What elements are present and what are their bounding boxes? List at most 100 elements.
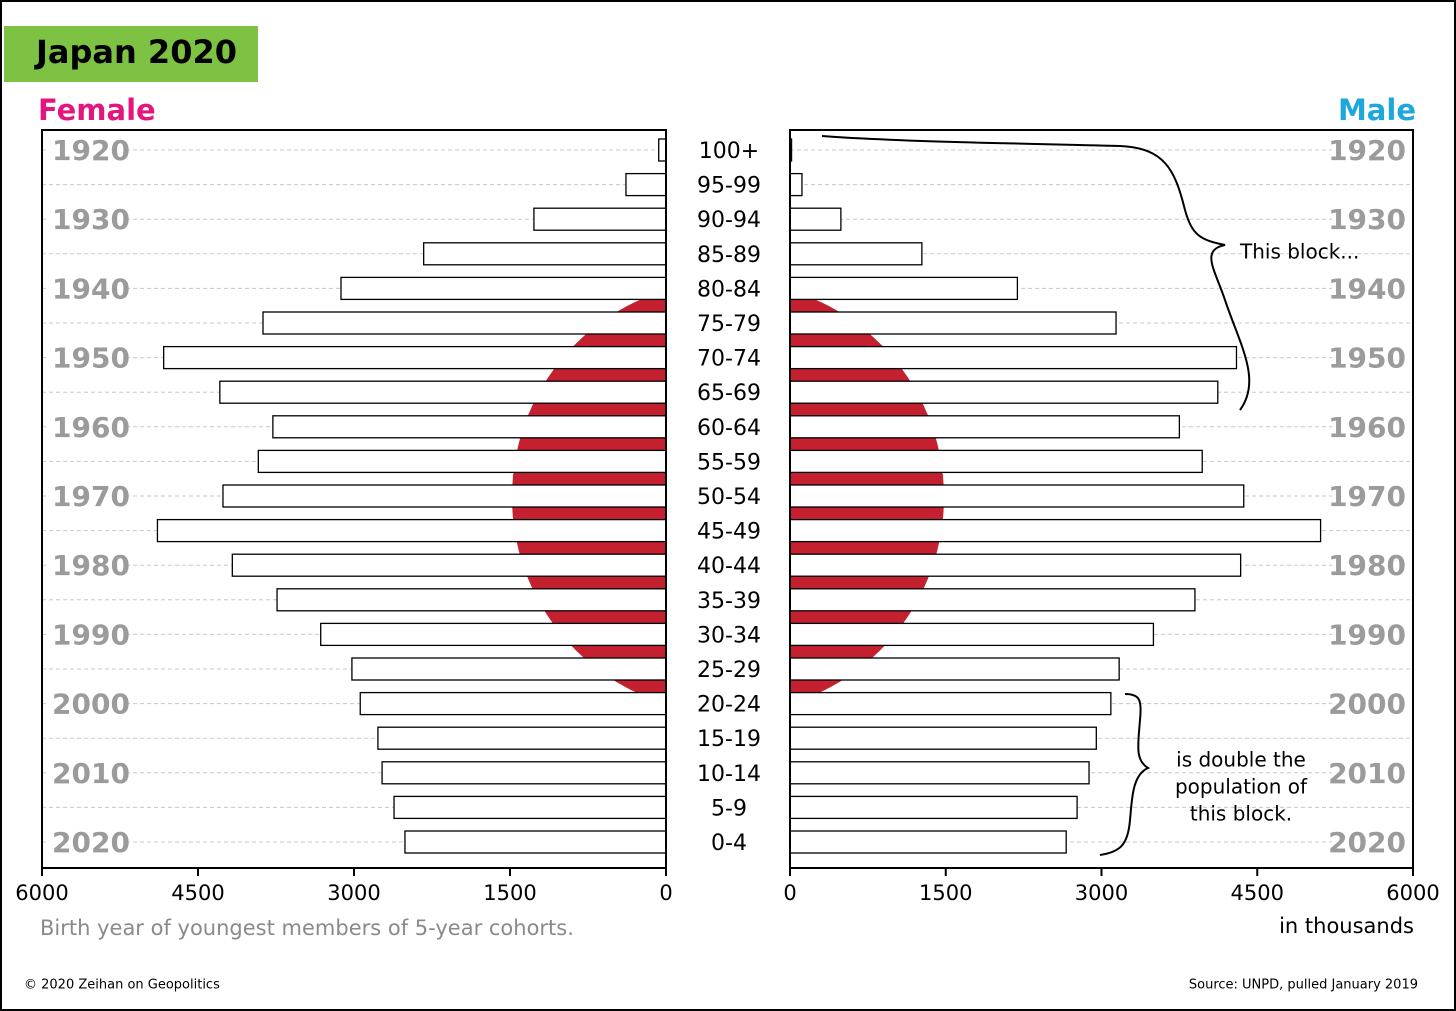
- male-bar: [789, 657, 1120, 681]
- year-label: 1930: [1328, 203, 1406, 236]
- age-label: 80-84: [697, 277, 761, 302]
- year-bg: [48, 272, 126, 305]
- year-label: 1990: [52, 618, 130, 651]
- year-label: 2000: [1328, 688, 1406, 721]
- age-label: 30-34: [697, 623, 761, 648]
- male-bar: [789, 726, 1097, 750]
- female-bar: [340, 276, 667, 301]
- female-bar: [276, 588, 667, 612]
- male-bar: [789, 518, 1322, 543]
- male-label: Male: [1338, 93, 1416, 127]
- year-label: 2020: [52, 826, 130, 859]
- year-bg: [48, 549, 126, 582]
- age-label: 10-14: [697, 762, 761, 787]
- annotation: population of: [1175, 775, 1308, 799]
- age-label: 60-64: [697, 416, 761, 441]
- female-bar: [222, 484, 667, 508]
- year-label: 1990: [1328, 618, 1406, 651]
- female-bar: [533, 207, 667, 231]
- male-bar: [789, 691, 1112, 716]
- title-box: [4, 26, 258, 82]
- year-label: 2010: [52, 757, 130, 790]
- female-bar: [231, 553, 667, 577]
- year-label: 2000: [52, 688, 130, 721]
- footer-left: © 2020 Zeihan on Geopolitics: [24, 978, 220, 993]
- age-label: 75-79: [697, 312, 761, 337]
- age-label: 0-4: [711, 831, 747, 856]
- age-label: 40-44: [697, 554, 761, 579]
- age-label: 20-24: [697, 693, 761, 718]
- x-tick-label: 6000: [15, 881, 68, 905]
- year-label: 1960: [1328, 411, 1406, 444]
- age-label: 55-59: [697, 450, 761, 475]
- year-bg: [48, 756, 126, 789]
- year-label: 2020: [1328, 826, 1406, 859]
- year-bg: [1332, 618, 1410, 651]
- male-bar: [789, 207, 842, 231]
- age-label: 90-94: [697, 208, 761, 233]
- year-bg: [1332, 826, 1410, 858]
- age-label: 65-69: [697, 381, 761, 406]
- male-bar: [789, 172, 803, 197]
- male-bar: [789, 622, 1155, 647]
- male-bar: [789, 830, 1067, 854]
- unit-label: in thousands: [1279, 914, 1414, 938]
- year-label: 1950: [1328, 342, 1406, 375]
- year-bg: [48, 134, 126, 166]
- male-bar: [789, 276, 1019, 301]
- year-bg: [1332, 272, 1410, 305]
- year-bg: [1332, 549, 1410, 582]
- male-bar: [789, 761, 1090, 785]
- age-label: 35-39: [697, 589, 761, 614]
- male-bar: [789, 553, 1242, 577]
- age-label: 25-29: [697, 658, 761, 683]
- female-bar: [320, 622, 667, 647]
- annotation-brace: [821, 135, 1251, 411]
- age-label: 15-19: [697, 727, 761, 752]
- year-bg: [1332, 480, 1410, 512]
- female-bar: [377, 726, 667, 750]
- year-label: 1960: [52, 411, 130, 444]
- x-tick-label: 0: [783, 881, 796, 905]
- female-label: Female: [38, 93, 156, 127]
- year-bg: [1332, 134, 1410, 166]
- female-bar: [404, 830, 667, 854]
- year-label: 1920: [1328, 134, 1406, 167]
- year-bg: [1332, 203, 1410, 236]
- age-label: 85-89: [697, 243, 761, 268]
- year-label: 1920: [52, 134, 130, 167]
- male-bar: [789, 242, 923, 266]
- x-tick-label: 3000: [327, 881, 380, 905]
- age-label: 45-49: [697, 520, 761, 545]
- female-bar: [381, 761, 667, 785]
- female-bar: [262, 311, 667, 335]
- male-bar: [789, 415, 1181, 439]
- female-bar: [423, 242, 667, 266]
- year-bg: [1332, 756, 1410, 789]
- x-tick-label: 1500: [919, 881, 972, 905]
- year-label: 1940: [1328, 272, 1406, 305]
- year-bg: [48, 341, 126, 374]
- annotation: This block...: [1239, 240, 1359, 264]
- annotation: is double the: [1176, 748, 1306, 772]
- age-label: 5-9: [711, 796, 747, 821]
- year-label: 1930: [52, 203, 130, 236]
- female-bar: [272, 415, 667, 439]
- male-bar: [789, 795, 1078, 820]
- male-bar: [789, 484, 1245, 508]
- year-bg: [48, 410, 126, 443]
- year-label: 1980: [52, 549, 130, 582]
- footer-right: Source: UNPD, pulled January 2019: [1189, 978, 1418, 993]
- male-bar: [789, 449, 1203, 474]
- year-bg: [48, 687, 126, 720]
- annotation: this block.: [1190, 802, 1292, 826]
- x-tick-label: 4500: [171, 881, 224, 905]
- age-label: 70-74: [697, 347, 761, 372]
- female-bar: [257, 449, 667, 474]
- female-bar: [393, 795, 667, 820]
- age-label: 50-54: [697, 485, 761, 510]
- foreground-layer: 100+ 95-99 90-94 85-89 80-84 75-79 70-74 65-69 6…: [15, 129, 1440, 905]
- year-label: 1970: [52, 480, 130, 513]
- x-tick-label: 4500: [1231, 881, 1284, 905]
